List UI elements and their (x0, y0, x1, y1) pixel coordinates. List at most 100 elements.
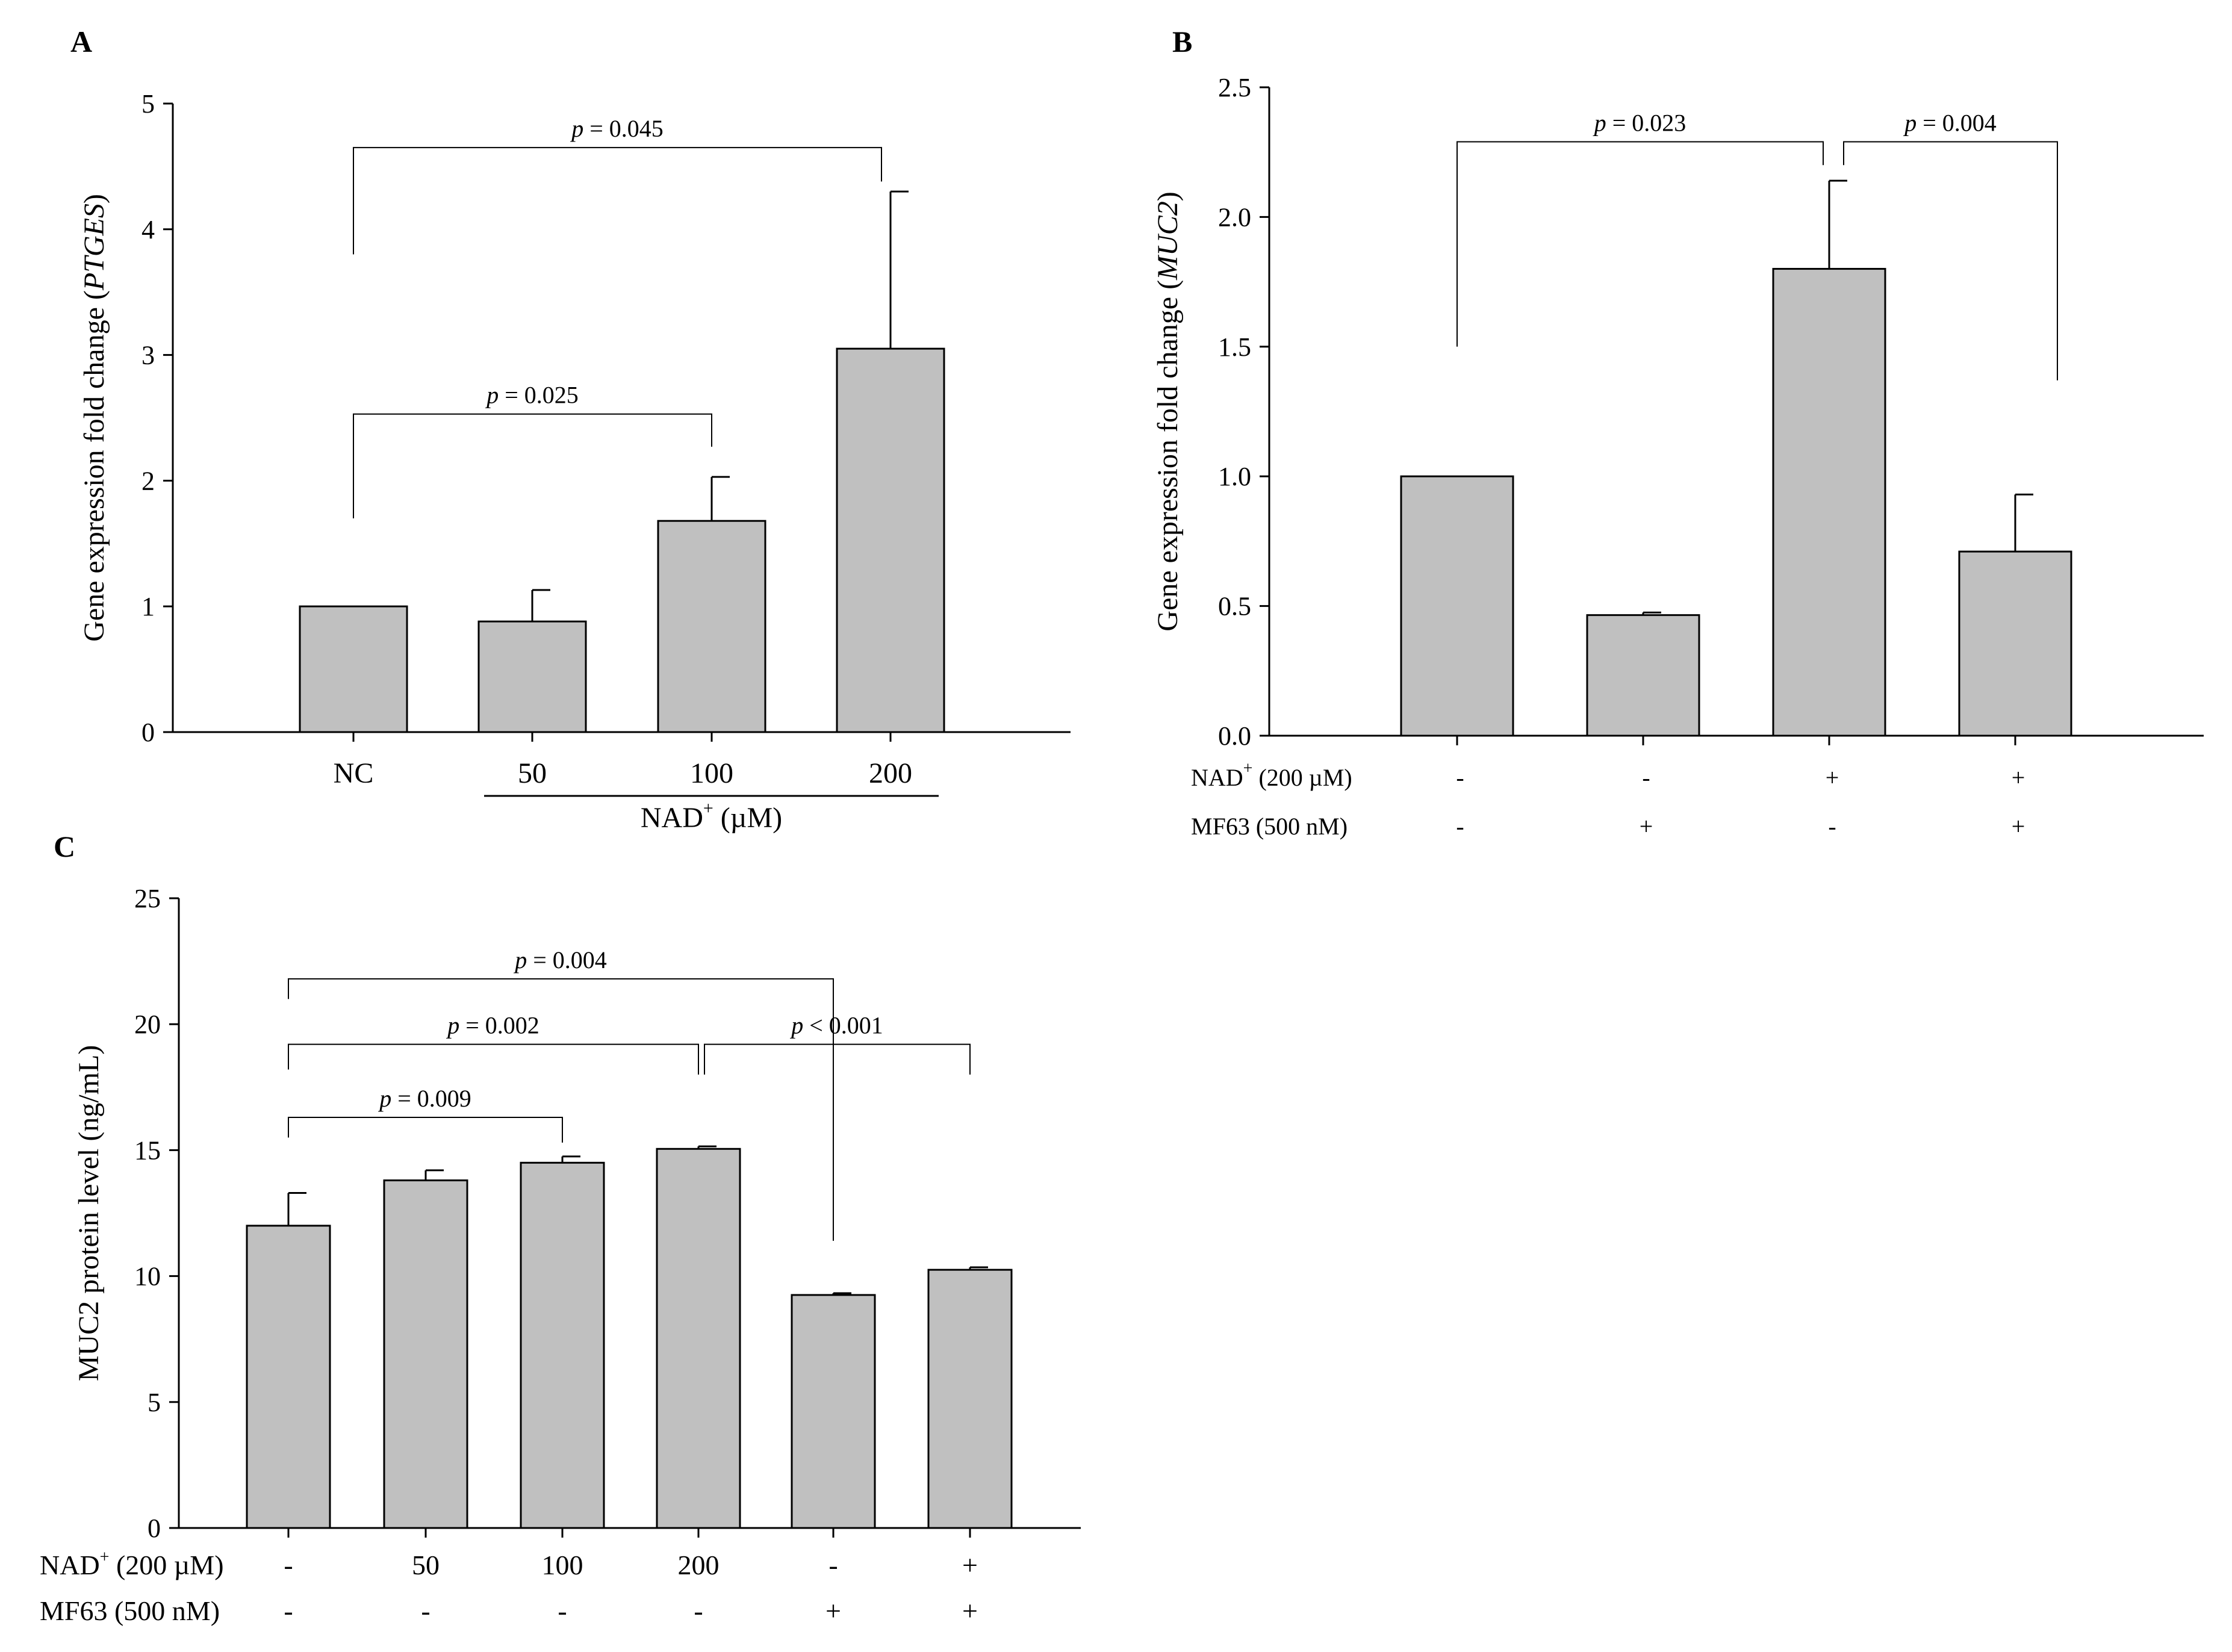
p-value-label: p = 0.023 (1593, 109, 1686, 136)
p-value-text: = 0.004 (527, 946, 607, 974)
panel-letter: C (54, 830, 75, 863)
condition-mark: - (421, 1595, 430, 1626)
p-value-symbol: p (1903, 109, 1916, 136)
p-value-text: = 0.009 (391, 1085, 471, 1112)
bar (299, 605, 408, 733)
y-tick-label: 20 (134, 1010, 161, 1039)
y-tick-label: 2 (141, 466, 155, 495)
group-label-text: NAD (641, 802, 703, 834)
bar (1772, 268, 1886, 737)
y-axis-label-text: Gene expression fold change ( (78, 290, 110, 642)
bar (927, 1268, 1013, 1529)
condition-mark: - (1828, 813, 1836, 840)
p-value-text: = 0.004 (1916, 109, 1997, 136)
condition-mark: - (1456, 764, 1464, 791)
condition-row-label: NAD+ (200 µM) (40, 1548, 224, 1580)
p-value-text: = 0.025 (499, 382, 579, 409)
condition-mark: + (2012, 813, 2025, 840)
condition-row-label-text: NAD (1191, 764, 1243, 791)
p-value-label: p = 0.004 (1903, 109, 1997, 136)
x-tick-label: 100 (690, 757, 733, 789)
significance-bracket: p = 0.009 (288, 1085, 563, 1143)
y-tick-label: 15 (134, 1135, 161, 1165)
y-tick-label: 3 (141, 341, 155, 370)
y-axis-label-text: Gene expression fold change ( (1152, 280, 1184, 632)
condition-row-label: MF63 (500 nM) (1191, 813, 1348, 840)
p-value-text: = 0.023 (1606, 109, 1686, 136)
bar (836, 347, 945, 733)
bar (520, 1161, 605, 1529)
significance-bracket: p = 0.023 (1456, 109, 1824, 347)
y-tick-label: 2.5 (1218, 73, 1251, 102)
condition-mark: + (962, 1550, 978, 1580)
condition-mark: 200 (678, 1550, 720, 1580)
significance-bracket: p = 0.004 (1843, 109, 2058, 380)
p-value-label: p = 0.004 (513, 946, 607, 974)
y-axis-label-text: ) (1152, 191, 1184, 201)
y-tick-label: 1 (141, 592, 155, 621)
significance-bracket: p = 0.045 (353, 115, 882, 255)
bracket-line (1843, 141, 2058, 380)
condition-row-label-rest: (200 µM) (109, 1550, 223, 1580)
condition-row-label: MF63 (500 nM) (40, 1595, 220, 1626)
group-label: NAD+ (µM) (641, 798, 782, 834)
x-tick-label: 200 (869, 757, 912, 789)
significance-bracket: p = 0.004 (288, 946, 834, 1241)
significance-bracket: p < 0.001 (704, 1012, 971, 1075)
p-value-text: = 0.002 (459, 1012, 539, 1039)
bracket-line (704, 1043, 971, 1075)
bar (656, 1147, 741, 1529)
condition-mark: - (558, 1595, 567, 1626)
y-axis-label: Gene expression fold change (MUC2) (1152, 191, 1184, 631)
bar (246, 1225, 331, 1529)
y-axis-label: Gene expression fold change (PTGES) (78, 194, 110, 642)
p-value-label: p = 0.002 (446, 1012, 539, 1039)
y-tick-label: 4 (141, 215, 155, 244)
condition-mark: - (1456, 813, 1464, 840)
y-tick-label: 0 (148, 1514, 161, 1543)
bar (791, 1294, 876, 1529)
condition-row-label-sup: + (1243, 759, 1253, 778)
condition-row-label-text: MF63 (500 nM) (1191, 813, 1348, 840)
bracket-line (288, 1117, 563, 1143)
y-axis-label-gene: MUC2 (1152, 201, 1184, 281)
p-value-symbol: p (513, 946, 527, 974)
panel-letter: B (1172, 25, 1192, 58)
p-value-label: p < 0.001 (789, 1012, 883, 1039)
x-tick-label: NC (334, 757, 374, 789)
condition-row-label-sup: + (100, 1548, 110, 1567)
y-tick-label: 1.0 (1218, 462, 1251, 491)
group-label-unit: (µM) (713, 802, 782, 834)
p-value-label: p = 0.009 (378, 1085, 471, 1112)
panel-b: B 0.0 0.5 1.0 1.5 2.0 2.5 Gene expression fold … (1152, 25, 2204, 840)
p-value-symbol: p (1593, 109, 1606, 136)
group-label-sup: + (703, 798, 713, 818)
condition-mark: - (1642, 764, 1650, 791)
bracket-line (353, 413, 712, 519)
p-value-label: p = 0.025 (485, 382, 579, 409)
condition-mark: + (1640, 813, 1653, 840)
panel-c: C 0 5 10 15 20 25 MUC2 protein level (ng/mL) NAD… (40, 830, 1081, 1626)
panel-a: A 0 1 2 3 4 5 Gene expression fold change (PTGE… (70, 25, 1071, 834)
p-value-text: < 0.001 (803, 1012, 883, 1039)
p-value-symbol: p (446, 1012, 459, 1039)
condition-row-label: NAD+ (200 µM) (1191, 759, 1352, 791)
p-value-text: = 0.045 (583, 115, 664, 142)
y-axis-label: MUC2 protein level (ng/mL) (73, 1045, 105, 1382)
y-tick-label: 0.5 (1218, 592, 1251, 621)
condition-row-label-text: MF63 (500 nM) (40, 1595, 220, 1626)
bracket-line (353, 147, 882, 255)
x-tick-label: 50 (518, 757, 547, 789)
condition-mark: + (2012, 764, 2025, 791)
y-tick-label: 5 (148, 1388, 161, 1417)
condition-mark: - (828, 1550, 838, 1580)
panel-letter: A (70, 25, 92, 58)
bar (477, 620, 587, 733)
significance-bracket: p = 0.002 (288, 1012, 699, 1075)
p-value-symbol: p (485, 382, 499, 409)
bracket-line (1456, 141, 1824, 347)
bar (1586, 614, 1700, 737)
condition-row-label-rest: (200 µM) (1252, 764, 1352, 791)
bracket-line (288, 1043, 699, 1075)
